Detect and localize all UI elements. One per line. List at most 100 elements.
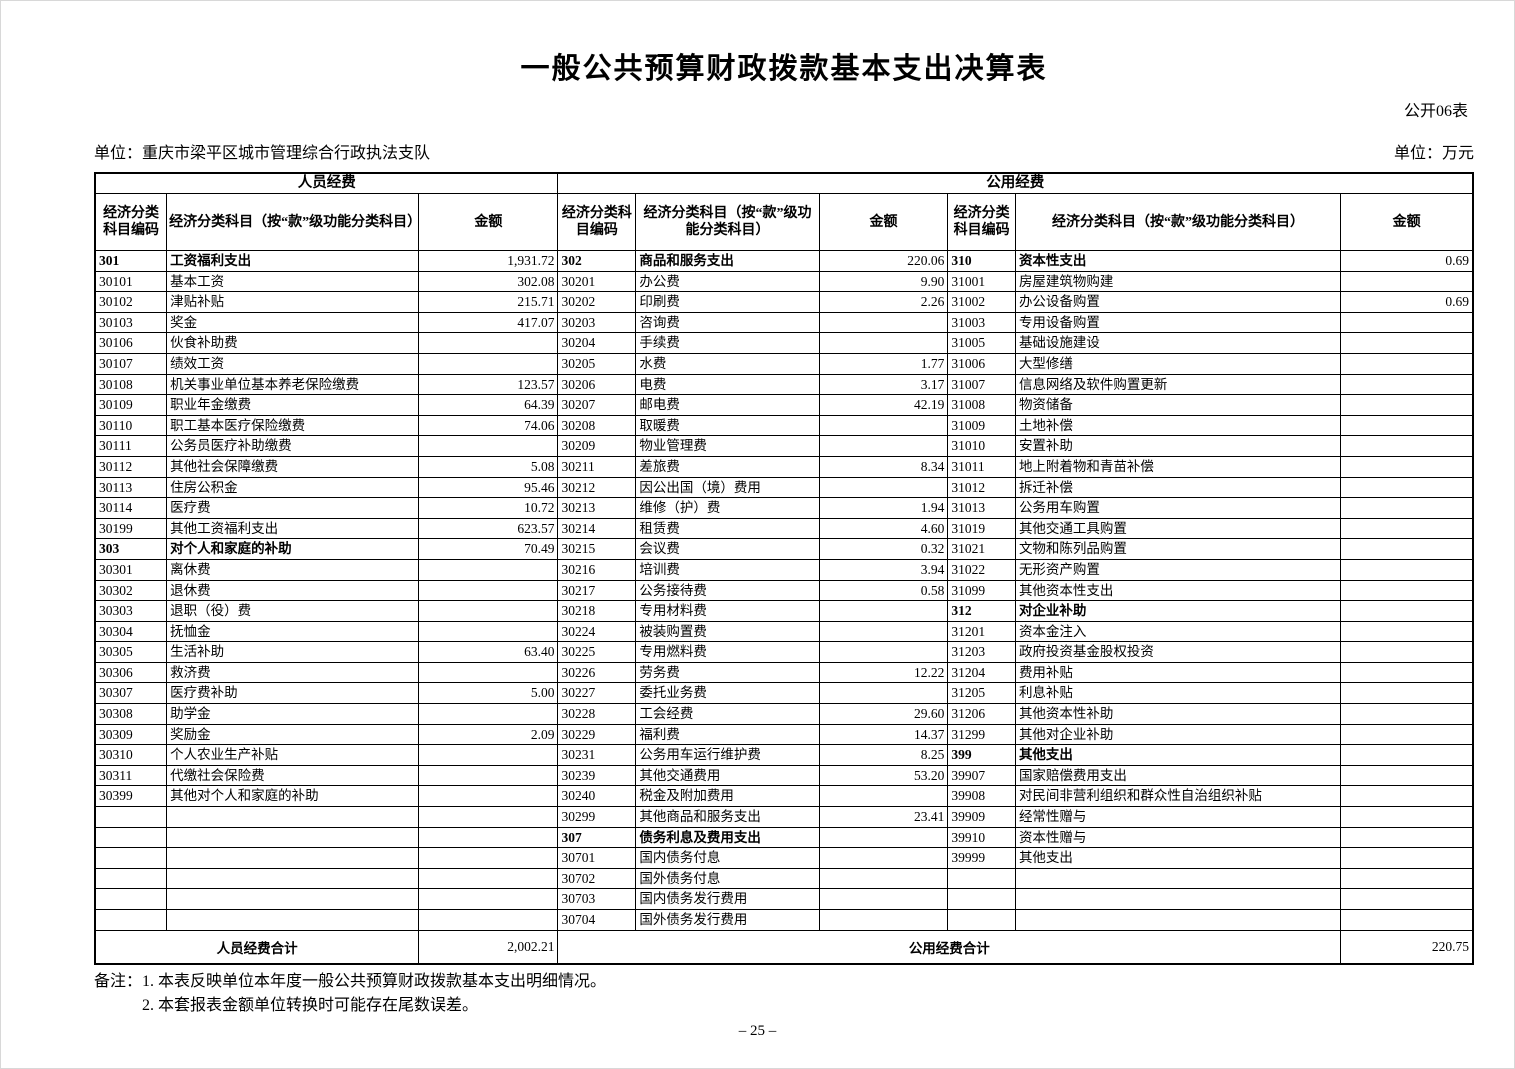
item-name: 取暖费	[635, 414, 820, 437]
item-name: 其他工资福利支出	[166, 517, 420, 540]
item-amount	[418, 888, 559, 910]
item-code: 31205	[947, 682, 1016, 705]
item-name: 工会经费	[635, 703, 820, 725]
item-code: 30310	[94, 744, 168, 766]
notes: 备注：1. 本表反映单位本年度一般公共预算财政拨款基本支出明细情况。 2. 本套…	[94, 971, 1474, 1016]
item-amount: 95.46	[418, 476, 559, 499]
item-amount	[418, 744, 559, 766]
item-name	[166, 867, 420, 890]
item-amount: 29.60	[818, 703, 949, 725]
item-amount	[418, 826, 559, 849]
item-name: 无形资产购置	[1014, 558, 1342, 581]
item-amount	[1340, 332, 1474, 354]
item-code	[94, 867, 168, 890]
item-name: 其他资本性支出	[1014, 579, 1342, 602]
item-amount	[1340, 867, 1474, 890]
public-total-label: 公用经费合计	[557, 929, 1342, 965]
item-name: 国外债务发行费用	[635, 909, 820, 931]
item-amount	[1340, 641, 1474, 663]
item-name: 伙食补助费	[166, 332, 420, 354]
item-amount: 1.94	[818, 497, 949, 519]
table-row: 30101 基本工资 302.08 30201 办公费 9.90 31001 房屋建筑物购建	[94, 270, 1474, 293]
item-name	[166, 909, 420, 931]
item-code	[94, 826, 168, 849]
item-code: 30205	[557, 352, 637, 375]
item-name: 其他支出	[1014, 744, 1342, 766]
item-code: 30107	[94, 352, 168, 375]
item-code: 31204	[947, 661, 1016, 684]
item-code: 30399	[94, 785, 168, 808]
item-name: 专用燃料费	[635, 641, 820, 663]
item-name: 国外债务付息	[635, 867, 820, 890]
item-name: 医疗费补助	[166, 682, 420, 705]
table-row: 30110 职工基本医疗保险缴费 74.06 30208 取暖费 31009 土地补偿	[94, 414, 1474, 437]
item-name: 物业管理费	[635, 435, 820, 457]
item-code: 31003	[947, 311, 1016, 334]
item-name: 印刷费	[635, 291, 820, 313]
item-amount	[418, 806, 559, 828]
item-code: 30216	[557, 558, 637, 581]
page-title: 一般公共预算财政拨款基本支出决算表	[520, 53, 1048, 85]
item-code: 303	[94, 538, 168, 560]
item-name: 其他对个人和家庭的补助	[166, 785, 420, 808]
item-amount	[818, 888, 949, 910]
item-name: 国内债务发行费用	[635, 888, 820, 910]
item-name: 生活补助	[166, 641, 420, 663]
note-line-2: 2. 本套报表金额单位转换时可能存在尾数误差。	[142, 996, 479, 1014]
item-amount: 1.77	[818, 352, 949, 375]
item-name: 资本性赠与	[1014, 826, 1342, 849]
item-code: 30217	[557, 579, 637, 602]
item-code	[947, 909, 1016, 931]
item-name: 咨询费	[635, 311, 820, 334]
item-name: 工资福利支出	[166, 250, 420, 272]
personnel-total-label: 人员经费合计	[94, 929, 420, 965]
item-amount	[818, 414, 949, 437]
item-amount	[1340, 847, 1474, 869]
item-amount	[1340, 435, 1474, 457]
item-code: 312	[947, 600, 1016, 622]
item-code: 30213	[557, 497, 637, 519]
item-amount: 3.17	[818, 373, 949, 396]
table-row: 30304 抚恤金 30224 被装购置费 31201 资本金注入	[94, 620, 1474, 643]
item-name: 奖励金	[166, 723, 420, 746]
item-name: 资本金注入	[1014, 620, 1342, 643]
item-name: 其他对企业补助	[1014, 723, 1342, 746]
item-amount	[1340, 373, 1474, 396]
table-row: 30299 其他商品和服务支出 23.41 39909 经常性赠与	[94, 806, 1474, 828]
item-amount	[1340, 476, 1474, 499]
item-amount	[1340, 352, 1474, 375]
item-code: 30240	[557, 785, 637, 808]
item-name: 维修（护）费	[635, 497, 820, 519]
item-name: 地上附着物和青苗补偿	[1014, 455, 1342, 478]
item-code: 30703	[557, 888, 637, 910]
item-name: 个人农业生产补贴	[166, 744, 420, 766]
item-name: 退休费	[166, 579, 420, 602]
item-code: 302	[557, 250, 637, 272]
item-code: 30203	[557, 311, 637, 334]
item-code: 399	[947, 744, 1016, 766]
table-row: 30303 退职（役）费 30218 专用材料费 312 对企业补助	[94, 600, 1474, 622]
item-code: 30218	[557, 600, 637, 622]
table-row: 30108 机关事业单位基本养老保险缴费 123.57 30206 电费 3.17 3100…	[94, 373, 1474, 396]
item-code: 30704	[557, 909, 637, 931]
item-code: 31019	[947, 517, 1016, 540]
item-code: 31203	[947, 641, 1016, 663]
item-code: 30301	[94, 558, 168, 581]
item-amount	[1340, 579, 1474, 602]
item-amount	[818, 435, 949, 457]
item-name: 公务用车运行维护费	[635, 744, 820, 766]
item-name	[1014, 888, 1342, 910]
item-amount	[418, 703, 559, 725]
item-code: 39907	[947, 764, 1016, 787]
item-amount: 53.20	[818, 764, 949, 787]
totals-row: 人员经费合计 2,002.21 公用经费合计 220.75	[94, 929, 1474, 965]
item-amount: 42.19	[818, 394, 949, 416]
item-amount	[1340, 806, 1474, 828]
item-name	[1014, 909, 1342, 931]
item-name	[166, 826, 420, 849]
item-amount	[1340, 703, 1474, 725]
item-code: 30101	[94, 270, 168, 293]
item-name: 公务用车购置	[1014, 497, 1342, 519]
table-row: 30307 医疗费补助 5.00 30227 委托业务费 31205 利息补贴	[94, 682, 1474, 705]
item-code: 30199	[94, 517, 168, 540]
